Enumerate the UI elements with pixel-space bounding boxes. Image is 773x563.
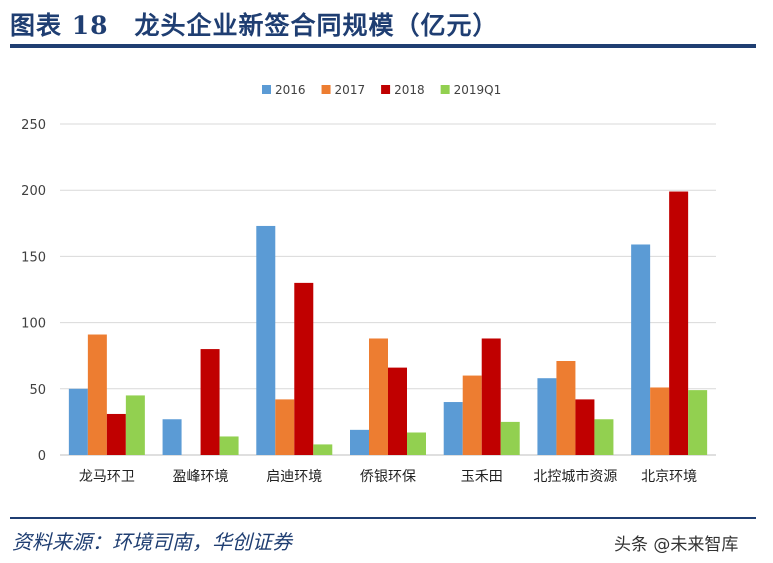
legend-swatch	[262, 85, 271, 94]
figure-title: 图表 18 龙头企业新签合同规模（亿元）	[10, 11, 499, 40]
legend-swatch	[440, 85, 450, 94]
y-tick-label: 50	[29, 383, 46, 398]
y-tick-label: 100	[21, 317, 46, 332]
bar-2016	[443, 402, 463, 455]
bar-2017	[87, 334, 107, 455]
footer-rule	[10, 517, 756, 519]
bar-2016	[350, 429, 369, 455]
y-tick-label: 150	[21, 250, 46, 265]
x-tick-label: 盈峰环境	[173, 469, 229, 485]
bar-2018	[669, 191, 689, 456]
y-axis-ticks: 0 50 100 150 200 250	[21, 118, 46, 464]
y-tick-label: 0	[38, 449, 46, 464]
bar-2019Q1	[313, 444, 333, 455]
bar-chart: 2016 2017 2018 2019Q1 0 50 100 150 200 250 龙马环卫 盈…	[21, 83, 716, 485]
chart-bars	[68, 191, 708, 456]
x-tick-label: 北京环境	[641, 469, 697, 485]
x-tick-label: 侨银环保	[360, 469, 416, 485]
legend-swatch	[321, 85, 331, 94]
bar-2016	[256, 225, 276, 455]
bar-2016	[631, 244, 651, 455]
legend-swatch	[381, 85, 391, 94]
legend-label: 2016	[275, 83, 306, 97]
bar-2018	[106, 413, 126, 455]
bar-2016	[68, 388, 88, 455]
title-rule	[10, 44, 756, 48]
bar-2018	[481, 338, 501, 455]
bar-2016	[162, 419, 182, 455]
bar-2017	[275, 399, 295, 455]
bar-2018	[200, 349, 220, 455]
y-tick-label: 250	[21, 118, 46, 133]
x-tick-label: 玉禾田	[461, 469, 503, 485]
bar-2019Q1	[219, 436, 239, 455]
legend-label: 2017	[335, 83, 366, 97]
x-tick-label: 龙马环卫	[79, 469, 135, 485]
x-tick-label: 启迪环境	[266, 469, 322, 485]
bar-2018	[575, 399, 595, 455]
bar-2018	[294, 282, 314, 455]
bar-2019Q1	[500, 421, 520, 455]
watermark: 头条 @未来智库	[614, 535, 739, 555]
x-axis-ticks: 龙马环卫 盈峰环境 启迪环境 侨银环保 玉禾田 北控城市资源 北京环境	[79, 468, 697, 485]
bar-2016	[537, 378, 557, 455]
bar-2017	[650, 387, 670, 455]
bar-2019Q1	[688, 390, 708, 455]
legend-label: 2019Q1	[454, 83, 502, 97]
source-note: 资料来源：环境司南，华创证券	[12, 530, 292, 554]
x-tick-label: 北控城市资源	[533, 468, 617, 485]
bar-2017	[556, 360, 576, 455]
chart-legend: 2016 2017 2018 2019Q1	[262, 83, 501, 97]
legend-label: 2018	[394, 83, 425, 97]
bar-2018	[388, 367, 407, 455]
bar-2019Q1	[125, 395, 145, 455]
bar-2019Q1	[407, 432, 426, 455]
bar-2017	[462, 375, 482, 455]
y-tick-label: 200	[21, 184, 46, 199]
bar-2017	[369, 338, 388, 455]
bar-2019Q1	[594, 419, 614, 455]
